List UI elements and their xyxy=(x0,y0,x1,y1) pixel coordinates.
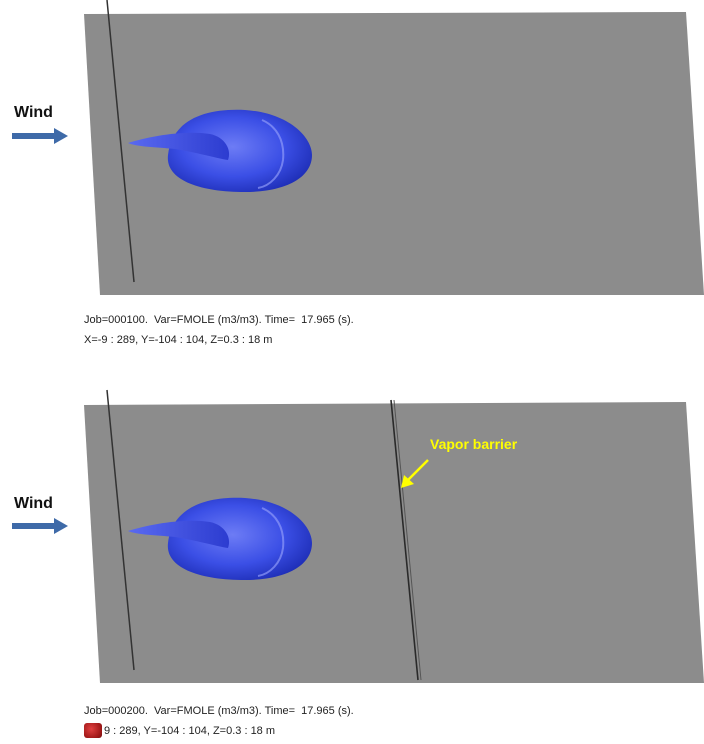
scene-top xyxy=(12,0,704,295)
vapor-barrier-label: Vapor barrier xyxy=(430,436,518,452)
red-app-icon xyxy=(84,723,102,738)
plume-tail xyxy=(128,132,230,160)
wind-arrow-icon xyxy=(12,128,68,144)
vapor-barrier-line xyxy=(390,399,419,681)
domain-edge-line xyxy=(106,389,135,671)
caption-line-2: X=-9 : 289, Y=-104 : 104, Z=0.3 : 18 m xyxy=(84,334,273,346)
plume-tail xyxy=(128,520,230,548)
vapor-barrier-line-shadow xyxy=(393,399,422,681)
wind-label: Wind xyxy=(14,104,53,121)
scene-bottom xyxy=(12,389,704,683)
caption-line-2: 9 : 289, Y=-104 : 104, Z=0.3 : 18 m xyxy=(104,725,276,737)
ground-plane xyxy=(84,12,704,295)
wind-label: Wind xyxy=(14,495,53,512)
plume-highlight xyxy=(257,119,285,189)
ground-plane xyxy=(84,402,704,683)
simulation-panel-bottom: Vapor barrier Wind Job=000200. Var=FMOLE… xyxy=(0,388,704,738)
plume-highlight xyxy=(257,507,285,577)
simulation-panel-top: Wind Job=000100. Var=FMOLE (m3/m3). Time… xyxy=(0,0,704,346)
caption-line-1: Job=000200. Var=FMOLE (m3/m3). Time= 17.… xyxy=(84,705,354,717)
caption-line-1: Job=000100. Var=FMOLE (m3/m3). Time= 17.… xyxy=(84,314,354,326)
domain-edge-line xyxy=(106,0,135,283)
barrier-pointer-arrow xyxy=(401,459,429,488)
wind-arrow-icon xyxy=(12,518,68,534)
